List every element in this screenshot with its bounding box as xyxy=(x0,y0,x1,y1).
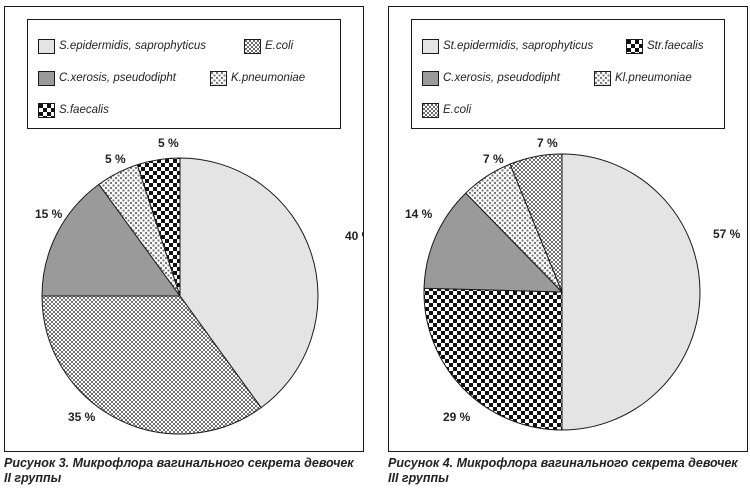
pie-slice xyxy=(509,153,563,293)
figure-caption: Рисунок 3. Микрофлора вагинального секре… xyxy=(4,456,354,485)
slice-label: 15 % xyxy=(35,207,63,221)
legend-item: S.faecalis xyxy=(38,100,109,120)
legend-label: E.coli xyxy=(265,40,294,52)
legend-item: C.xerosis, pseudodipht xyxy=(38,68,176,88)
pie-chart: 40 % 35 % 15 % 5 % 5 % xyxy=(35,136,363,435)
pie-slice xyxy=(423,287,563,431)
pie-slice xyxy=(136,157,181,297)
pie-slice xyxy=(41,183,181,297)
legend: S.epidermidis, saprophyticus E.coli C.xe… xyxy=(27,19,341,129)
legend-label: S.epidermidis, saprophyticus xyxy=(59,40,207,52)
legend-label: S.faecalis xyxy=(59,104,109,116)
legend-label: St.epidermidis, saprophyticus xyxy=(443,40,594,52)
slice-label: 57 % xyxy=(713,227,741,241)
legend-swatch xyxy=(422,70,439,86)
legend-swatch xyxy=(626,38,643,54)
legend-item: E.coli xyxy=(244,36,293,56)
slice-label: 14 % xyxy=(405,207,433,221)
legend-swatch xyxy=(422,38,439,54)
slice-label: 40 % xyxy=(345,229,363,243)
legend-item: E.coli xyxy=(422,100,471,120)
legend-label: Str.faecalis xyxy=(647,40,704,52)
legend-label: C.xerosis, pseudodipht xyxy=(59,72,176,84)
legend-label: C.xerosis, pseudodipht xyxy=(443,72,560,84)
legend-swatch xyxy=(38,38,55,54)
slice-label: 35 % xyxy=(68,410,96,424)
slice-label: 7 % xyxy=(537,136,558,150)
legend-label: E.coli xyxy=(443,104,472,116)
slice-label: 29 % xyxy=(443,410,471,424)
pie-slice xyxy=(179,157,319,409)
legend-label: Kl.pneumoniae xyxy=(615,72,692,84)
legend-swatch xyxy=(422,102,439,118)
pie-chart: 57 % 29 % 14 % 7 % 7 % xyxy=(405,136,741,431)
legend-item: S.epidermidis, saprophyticus xyxy=(38,36,206,56)
pie-slice xyxy=(41,295,262,435)
figure-caption: Рисунок 4. Микрофлора вагинального секре… xyxy=(388,456,738,485)
legend-swatch xyxy=(210,70,227,86)
chart-panel-left: S.epidermidis, saprophyticus E.coli C.xe… xyxy=(4,6,364,452)
slice-label: 5 % xyxy=(105,152,126,166)
legend-swatch xyxy=(38,102,55,118)
slice-label: 7 % xyxy=(483,152,504,166)
legend-item: C.xerosis, pseudodipht xyxy=(422,68,560,88)
legend-label: K.pneumoniae xyxy=(231,72,306,84)
legend-swatch xyxy=(38,70,55,86)
pie-slice xyxy=(423,192,564,293)
legend-swatch xyxy=(594,70,611,86)
legend-item: Str.faecalis xyxy=(626,36,703,56)
legend-item: K.pneumoniae xyxy=(210,68,305,88)
legend-swatch xyxy=(244,38,261,54)
legend-item: St.epidermidis, saprophyticus xyxy=(422,36,593,56)
pie-slice xyxy=(561,153,701,431)
slice-label: 5 % xyxy=(158,136,179,150)
legend-item: Kl.pneumoniae xyxy=(594,68,692,88)
chart-panel-right: St.epidermidis, saprophyticus Str.faecal… xyxy=(388,6,748,452)
legend: St.epidermidis, saprophyticus Str.faecal… xyxy=(411,19,725,129)
